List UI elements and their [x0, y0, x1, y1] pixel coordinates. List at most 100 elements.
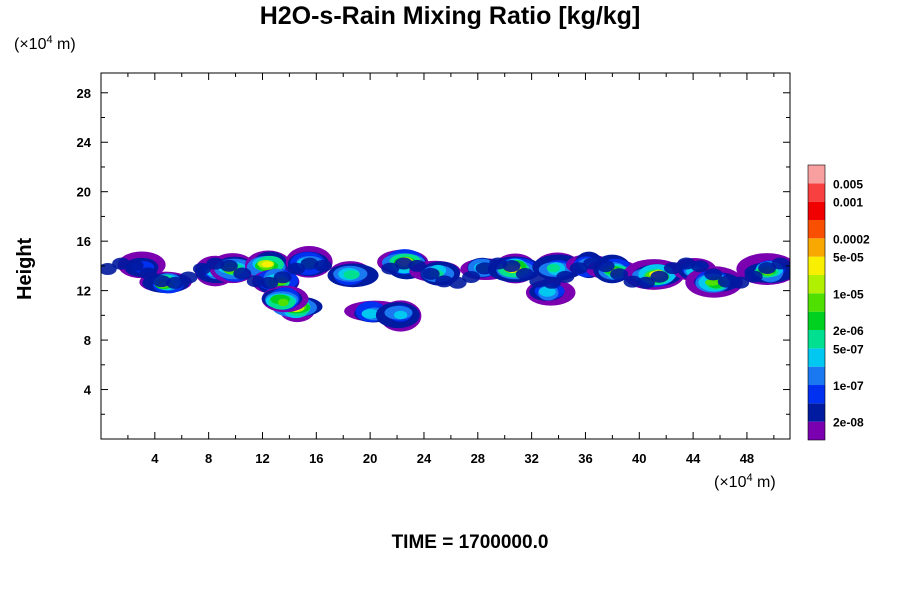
y-tick-label: 20 [77, 185, 91, 200]
colorbar-label: 0.001 [833, 196, 863, 210]
colorbar-label: 0.005 [833, 177, 863, 191]
rain-band [731, 276, 750, 289]
colorbar-swatch [808, 421, 825, 440]
rain-band [637, 276, 656, 289]
x-tick-label: 48 [740, 451, 754, 466]
x-tick-label: 28 [471, 451, 485, 466]
x-tick-label: 40 [632, 451, 646, 466]
rain-band [690, 260, 709, 273]
rain-band [192, 262, 211, 275]
rain-band [314, 259, 333, 272]
y-tick-label: 8 [84, 333, 91, 348]
rain-band [502, 260, 521, 273]
rain-band [219, 259, 238, 272]
y-unit-suffix: m) [52, 36, 76, 53]
rain-band [623, 275, 642, 288]
rain-contour [546, 263, 561, 273]
rain-band [717, 275, 736, 288]
rain-band [610, 268, 629, 281]
rain-band [529, 275, 548, 288]
rain-band [179, 271, 198, 284]
rain-band [542, 276, 561, 289]
rain-band [246, 275, 265, 288]
rain-contour [393, 310, 408, 320]
rain-band [152, 275, 171, 288]
x-tick-label: 32 [524, 451, 538, 466]
x-unit-base: (×10 [714, 474, 747, 491]
rain-band [206, 257, 225, 270]
colorbar-label: 5e-05 [833, 251, 864, 265]
chart-title: H2O-s-Rain Mixing Ratio [kg/kg] [259, 2, 641, 30]
rain-band [233, 267, 252, 280]
rain-contour [539, 286, 556, 297]
rain-cell [261, 285, 309, 313]
colorbar-swatch [808, 256, 825, 275]
colorbar-swatch [808, 403, 825, 422]
colorbar-swatch [808, 311, 825, 330]
rain-band [166, 276, 185, 289]
x-tick-label: 8 [205, 451, 212, 466]
y-tick-label: 24 [77, 135, 92, 150]
x-tick-label: 16 [309, 451, 323, 466]
rain-band [744, 270, 763, 283]
rain-band [771, 257, 790, 270]
x-unit-exp: 4 [746, 472, 753, 484]
colorbar-swatch [808, 366, 825, 385]
rain-band [448, 276, 467, 289]
colorbar-label: 1e-07 [833, 379, 864, 393]
rain-band [260, 276, 279, 289]
colorbar-swatch [808, 385, 825, 404]
colorbar-label: 2e-06 [833, 324, 864, 338]
colorbar-swatch [808, 293, 825, 312]
plot-frame [100, 72, 791, 440]
x-tick-label: 44 [686, 451, 701, 466]
time-label: TIME = 1700000.0 [391, 532, 549, 553]
x-tick-label: 4 [151, 451, 159, 466]
rain-band [408, 259, 427, 272]
rain-band [462, 271, 481, 284]
rain-band [139, 267, 158, 280]
colorbar-swatch [808, 183, 825, 202]
x-tick-label: 12 [255, 451, 269, 466]
rain-band [515, 268, 534, 281]
y-unit-base: (×10 [14, 36, 47, 53]
x-axis-unit: (×104 m) [714, 472, 776, 492]
rain-band [596, 260, 615, 273]
x-tick-label: 20 [363, 451, 377, 466]
rain-band [300, 257, 319, 270]
colorbar-frame [807, 164, 826, 441]
rain-contour [261, 261, 273, 268]
rain-band [475, 262, 494, 275]
rain-cell [327, 261, 379, 288]
colorbar-label: 1e-05 [833, 287, 864, 301]
rain-band [758, 261, 777, 274]
y-tick-label: 12 [77, 284, 91, 299]
rain-band [394, 257, 413, 270]
colorbar-label: 5e-07 [833, 342, 864, 356]
rain-band [125, 259, 144, 272]
rain-band [650, 270, 669, 283]
colorbar-swatch [808, 275, 825, 294]
rain-band [273, 271, 292, 284]
rain-contour [343, 270, 360, 280]
y-tick-label: 4 [84, 383, 92, 398]
colorbar-label: 0.0002 [833, 232, 870, 246]
colorbar-swatch [808, 238, 825, 257]
rain-contour [705, 279, 720, 286]
x-tick-label: 24 [417, 451, 432, 466]
rain-band [381, 262, 400, 275]
colorbar-swatch [808, 330, 825, 349]
rain-band [421, 267, 440, 280]
y-axis-unit: (×104 m) [14, 34, 76, 54]
colorbar-swatch [808, 348, 825, 367]
rain-band [112, 257, 131, 270]
rain-band [704, 268, 723, 281]
y-tick-label: 16 [77, 234, 91, 249]
colorbar-swatch [808, 220, 825, 239]
rain-band [287, 262, 306, 275]
x-tick-label: 36 [578, 451, 592, 466]
rain-cell [375, 300, 422, 332]
y-unit-exp: 4 [46, 34, 53, 46]
colorbar-label: 2e-08 [833, 416, 864, 430]
